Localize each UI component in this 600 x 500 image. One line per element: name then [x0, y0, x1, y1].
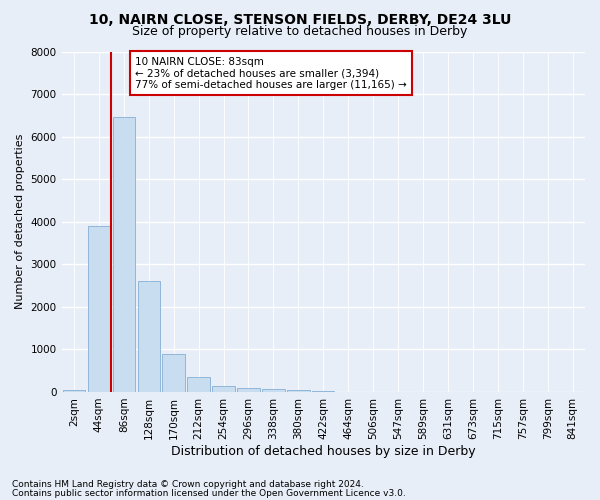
Text: Contains public sector information licensed under the Open Government Licence v3: Contains public sector information licen…: [12, 488, 406, 498]
Bar: [287, 390, 310, 392]
Bar: [113, 118, 135, 392]
Bar: [312, 391, 334, 392]
X-axis label: Distribution of detached houses by size in Derby: Distribution of detached houses by size …: [171, 444, 476, 458]
Bar: [212, 386, 235, 392]
Text: 10 NAIRN CLOSE: 83sqm
← 23% of detached houses are smaller (3,394)
77% of semi-d: 10 NAIRN CLOSE: 83sqm ← 23% of detached …: [135, 56, 407, 90]
Y-axis label: Number of detached properties: Number of detached properties: [15, 134, 25, 310]
Bar: [163, 354, 185, 392]
Bar: [237, 388, 260, 392]
Bar: [63, 390, 85, 392]
Text: 10, NAIRN CLOSE, STENSON FIELDS, DERBY, DE24 3LU: 10, NAIRN CLOSE, STENSON FIELDS, DERBY, …: [89, 12, 511, 26]
Bar: [88, 226, 110, 392]
Text: Size of property relative to detached houses in Derby: Size of property relative to detached ho…: [133, 25, 467, 38]
Bar: [262, 389, 284, 392]
Bar: [187, 378, 210, 392]
Text: Contains HM Land Registry data © Crown copyright and database right 2024.: Contains HM Land Registry data © Crown c…: [12, 480, 364, 489]
Bar: [137, 282, 160, 392]
